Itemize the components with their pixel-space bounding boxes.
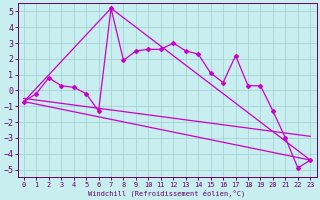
X-axis label: Windchill (Refroidissement éolien,°C): Windchill (Refroidissement éolien,°C) [88, 189, 246, 197]
